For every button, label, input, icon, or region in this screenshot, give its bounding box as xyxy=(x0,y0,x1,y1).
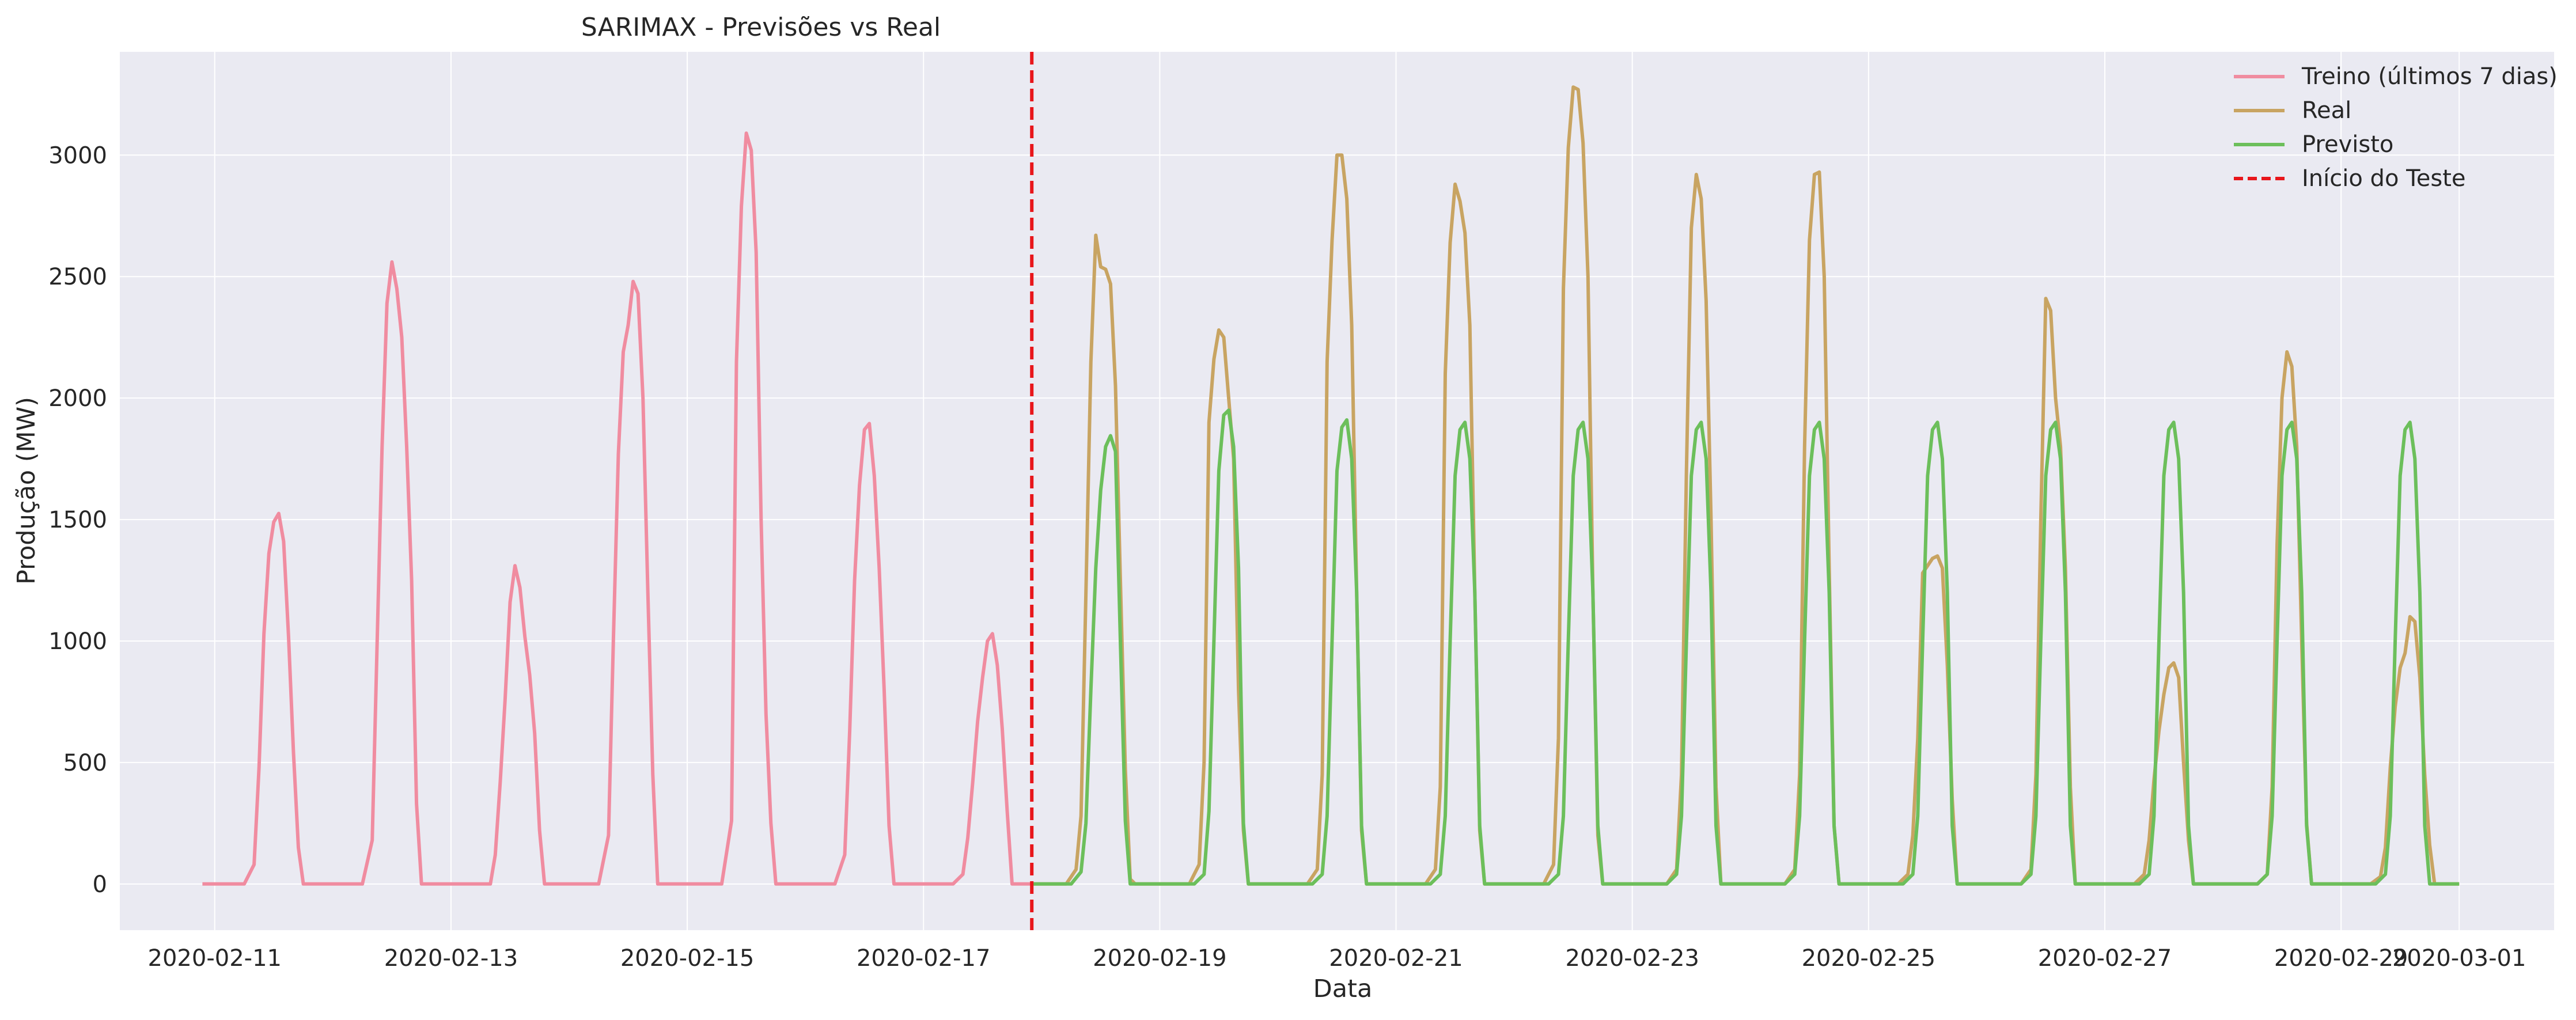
y-tick-label: 500 xyxy=(63,750,107,776)
x-tick-label: 2020-02-13 xyxy=(384,945,518,972)
x-tick-label: 2020-02-29 xyxy=(2274,945,2408,972)
series-layer xyxy=(202,85,2460,886)
x-tick-label: 2020-02-25 xyxy=(1802,945,1935,972)
legend-label: Treino (últimos 7 dias) xyxy=(2301,63,2558,90)
axis-layer: 0 500 1000 1500 2000 2500 3000 2020-02-11 2020-0… xyxy=(48,142,2526,972)
series-line-treino xyxy=(202,131,1032,886)
chart-title: SARIMAX - Previsões vs Real xyxy=(581,13,941,42)
y-tick-label: 2000 xyxy=(48,385,107,412)
legend-label: Previsto xyxy=(2302,131,2393,158)
x-tick-label: 2020-02-15 xyxy=(620,945,754,972)
series-line-previsto xyxy=(1032,408,2460,886)
x-tick-label: 2020-02-27 xyxy=(2038,945,2172,972)
x-tick-label: 2020-02-23 xyxy=(1565,945,1699,972)
x-tick-label: 2020-02-11 xyxy=(148,945,282,972)
legend-label: Início do Teste xyxy=(2302,165,2466,192)
x-tick-label: 2020-03-01 xyxy=(2392,945,2526,972)
x-tick-label: 2020-02-21 xyxy=(1329,945,1463,972)
y-tick-label: 3000 xyxy=(48,142,107,169)
x-tick-label: 2020-02-19 xyxy=(1093,945,1226,972)
legend-label: Real xyxy=(2302,97,2351,124)
y-tick-label: 1500 xyxy=(48,507,107,533)
y-axis-label: Produção (MW) xyxy=(12,397,41,585)
chart-legend: Treino (últimos 7 dias) Real Previsto Iníci… xyxy=(2234,63,2558,192)
x-axis-label: Data xyxy=(1313,975,1373,1003)
y-tick-label: 0 xyxy=(93,871,107,898)
y-tick-label: 1000 xyxy=(48,628,107,655)
y-tick-label: 2500 xyxy=(48,264,107,290)
x-tick-label: 2020-02-17 xyxy=(857,945,990,972)
